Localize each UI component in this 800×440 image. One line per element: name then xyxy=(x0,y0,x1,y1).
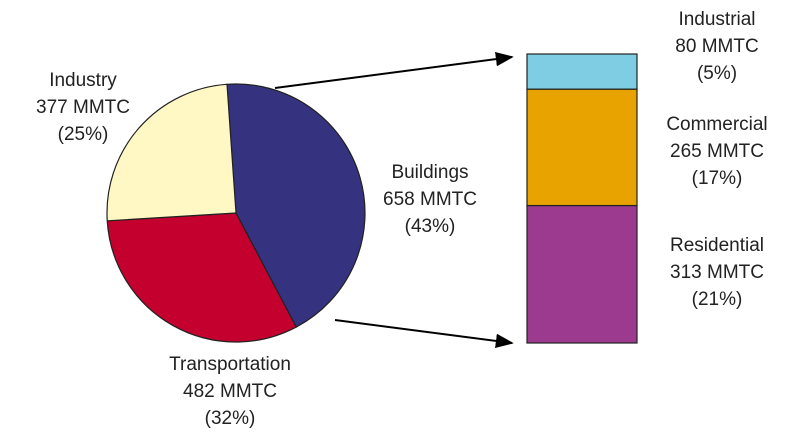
column-segment xyxy=(526,53,638,90)
pie-percent-label: (25%) xyxy=(58,124,109,145)
column-name: Commercial xyxy=(666,114,767,135)
pie-slice xyxy=(106,83,237,222)
pie-value-label: 482 MMTC xyxy=(183,381,277,402)
pie-name: Buildings xyxy=(391,162,468,183)
pie-percent-label: (43%) xyxy=(405,216,456,237)
connector-arrow xyxy=(274,51,514,89)
column-percent-label: (21%) xyxy=(692,289,743,310)
column-segment xyxy=(526,88,638,207)
column-name: Residential xyxy=(670,235,764,256)
column-name: Industrial xyxy=(678,9,755,30)
column-percent-label: (5%) xyxy=(697,63,737,84)
pie-percent-label: (32%) xyxy=(205,408,256,429)
pie-slice xyxy=(106,212,298,343)
connector-arrow xyxy=(334,319,514,349)
pie-slice xyxy=(226,83,366,328)
column-value-label: 265 MMTC xyxy=(670,141,764,162)
column-percent-label: (17%) xyxy=(692,168,743,189)
pie-value-label: 658 MMTC xyxy=(383,189,477,210)
column-segment xyxy=(526,204,638,344)
pie-name: Industry xyxy=(49,70,117,91)
pie-value-label: 377 MMTC xyxy=(36,97,130,118)
column-value-label: 313 MMTC xyxy=(670,262,764,283)
column-value-label: 80 MMTC xyxy=(675,36,758,57)
pie-name: Transportation xyxy=(169,354,291,375)
